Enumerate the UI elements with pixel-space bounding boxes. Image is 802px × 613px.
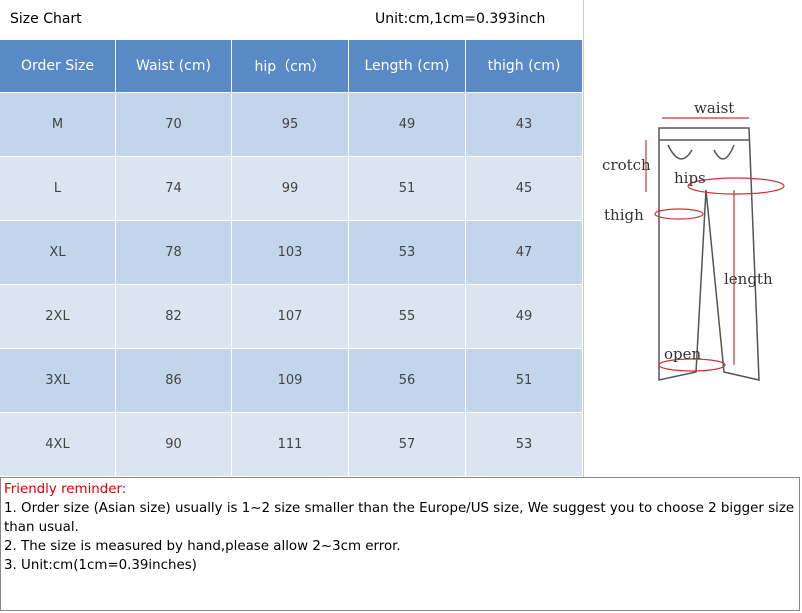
label-open: open: [664, 345, 702, 363]
table-cell: 49: [466, 285, 583, 349]
label-hips: hips: [674, 169, 706, 187]
table-cell: 111: [232, 413, 349, 477]
table-cell: 43: [466, 93, 583, 157]
column-header: Order Size: [0, 40, 116, 93]
header: Size Chart Unit:cm,1cm=0.393inch: [0, 0, 583, 41]
column-header: Waist (cm): [116, 40, 232, 93]
table-cell: 78: [116, 221, 232, 285]
table-cell: 109: [232, 349, 349, 413]
table-cell: L: [0, 157, 116, 221]
table-cell: 4XL: [0, 413, 116, 477]
table-cell: 70: [116, 93, 232, 157]
table-cell: 74: [116, 157, 232, 221]
table-cell: 82: [116, 285, 232, 349]
table-cell: 55: [349, 285, 466, 349]
notes-heading: Friendly reminder:: [4, 482, 127, 497]
note-item: 1. Order size (Asian size) usually is 1~…: [4, 501, 795, 535]
table-cell: 51: [466, 349, 583, 413]
label-thigh: thigh: [604, 206, 644, 224]
column-header: hip（cm）: [232, 40, 349, 93]
label-crotch: crotch: [602, 156, 651, 174]
table-cell: 51: [349, 157, 466, 221]
table-cell: 45: [466, 157, 583, 221]
notes: Friendly reminder: 1. Order size (Asian …: [0, 477, 800, 611]
table-cell: 53: [466, 413, 583, 477]
table-cell: 95: [232, 93, 349, 157]
table-cell: 3XL: [0, 349, 116, 413]
column-header: Length (cm): [349, 40, 466, 93]
label-length: length: [724, 270, 773, 288]
table-cell: M: [0, 93, 116, 157]
diagram-svg: waist crotch hips thigh length open: [602, 99, 785, 381]
table-cell: 56: [349, 349, 466, 413]
note-item: 2. The size is measured by hand,please a…: [4, 539, 401, 554]
table-cell: 90: [116, 413, 232, 477]
table-cell: 86: [116, 349, 232, 413]
unit: Unit:cm,1cm=0.393inch: [375, 11, 546, 27]
note-item: 3. Unit:cm(1cm=0.39inches): [4, 558, 197, 573]
table-cell: 107: [232, 285, 349, 349]
label-waist: waist: [694, 99, 734, 117]
table-cell: 2XL: [0, 285, 116, 349]
table-cell: XL: [0, 221, 116, 285]
table-cell: 99: [232, 157, 349, 221]
pants-diagram: waist crotch hips thigh length open: [583, 0, 802, 477]
table-cell: 57: [349, 413, 466, 477]
table-cell: 103: [232, 221, 349, 285]
table-cell: 47: [466, 221, 583, 285]
title: Size Chart: [10, 11, 82, 27]
table-cell: 49: [349, 93, 466, 157]
table-cell: 53: [349, 221, 466, 285]
column-header: thigh (cm): [466, 40, 583, 93]
